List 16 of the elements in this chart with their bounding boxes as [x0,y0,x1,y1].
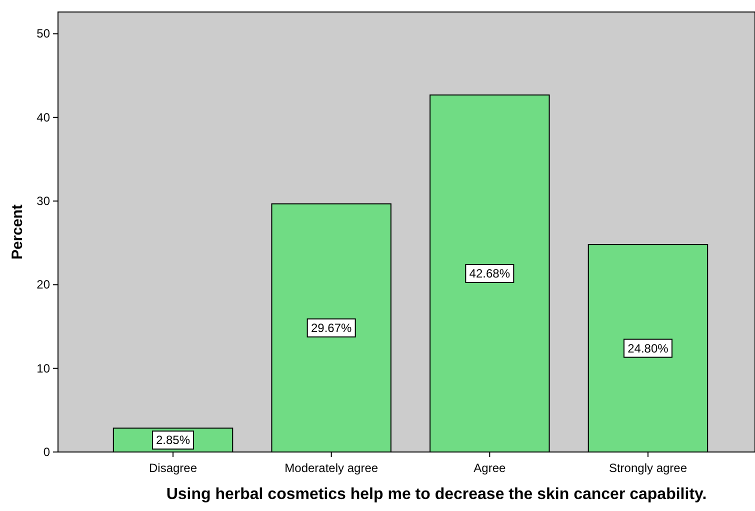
data-label: 42.68% [469,266,510,280]
y-tick-label: 0 [43,445,50,459]
x-tick-label: Disagree [149,461,198,475]
y-tick-label: 40 [36,110,50,124]
y-tick-label: 10 [36,361,50,376]
data-label: 2.85% [156,433,190,448]
y-tick-label: 30 [36,194,50,208]
y-tick-label: 50 [36,26,50,41]
y-axis-title: Percent [9,204,26,260]
y-tick-label: 20 [36,278,50,292]
data-label: 29.67% [310,320,352,335]
x-tick-label: Strongly agree [608,461,688,475]
data-label: 24.80% [628,341,669,356]
x-tick-label: Moderately agree [284,461,378,475]
x-tick-label: Agree [474,461,506,475]
x-axis-title: Using herbal cosmetics help me to decrease the skin cancer capability. [166,486,707,503]
